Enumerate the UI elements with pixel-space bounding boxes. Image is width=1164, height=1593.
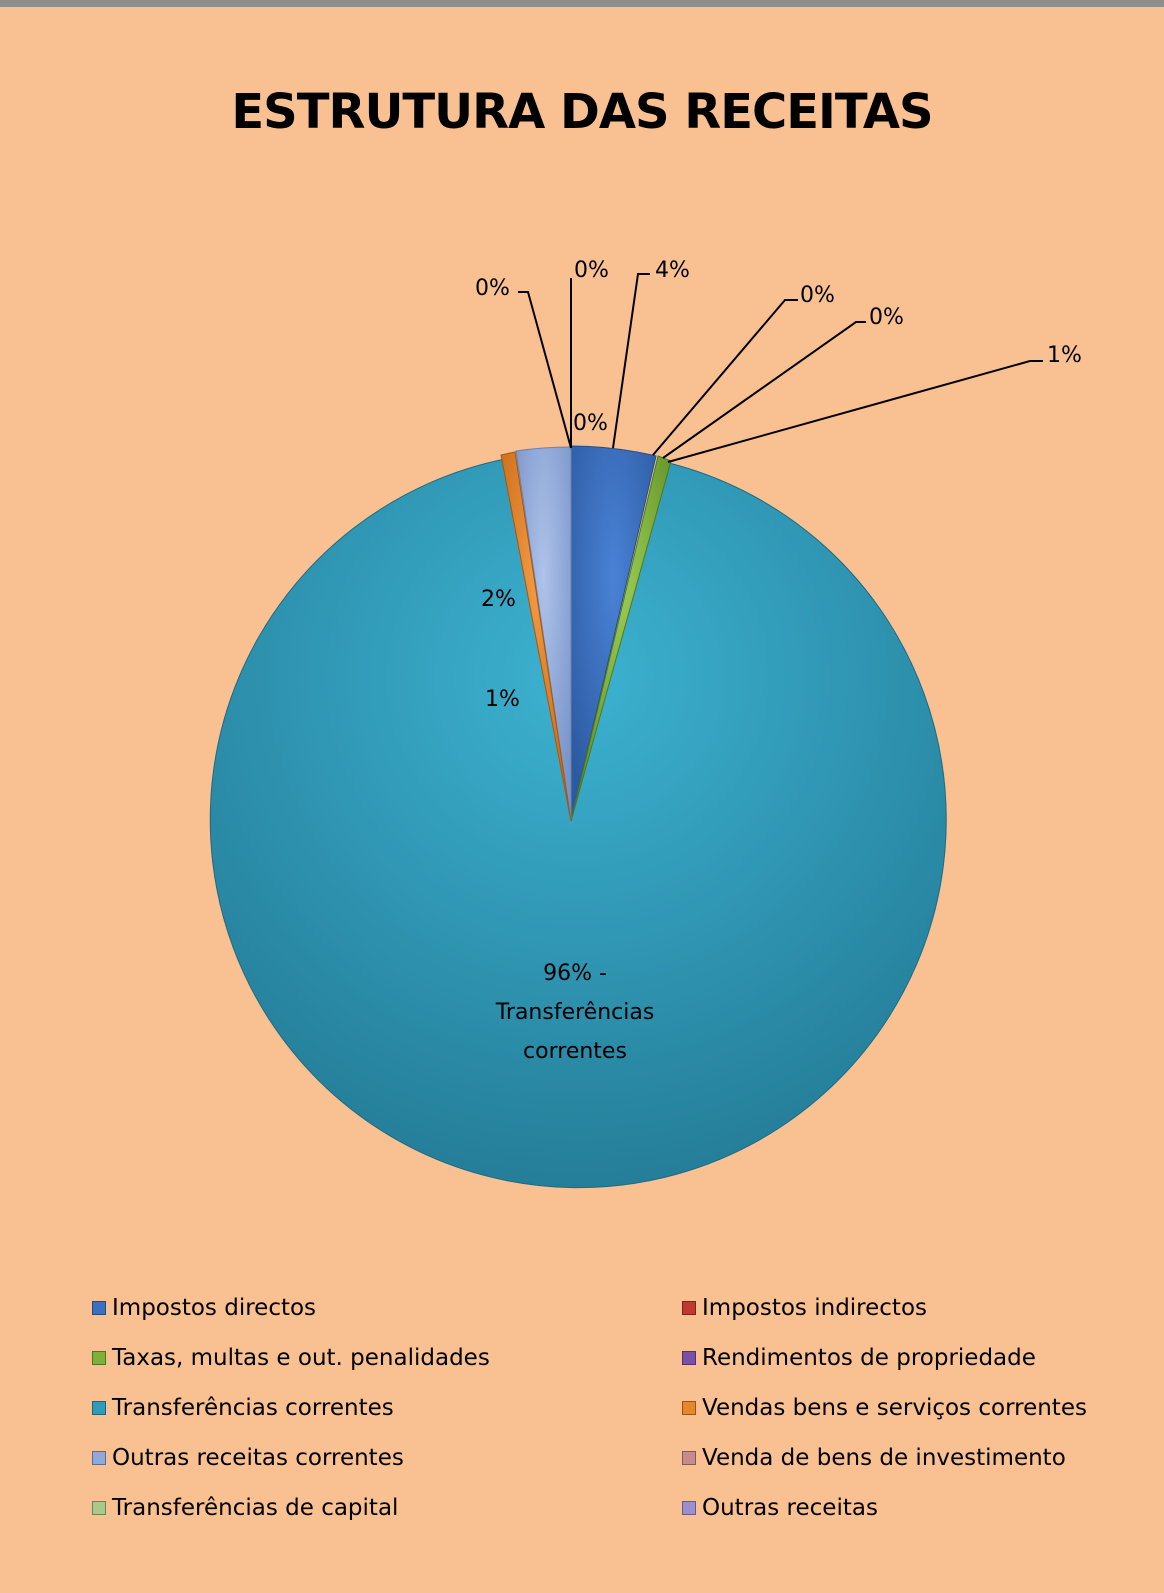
data-label-outras-receitas-correntes: 2% bbox=[481, 587, 516, 612]
data-label-impostos-indirectos: 0% bbox=[800, 283, 835, 308]
legend-label: Outras receitas bbox=[702, 1494, 878, 1521]
data-label-transferencias-correntes-pct: 96% - bbox=[543, 961, 607, 986]
legend-swatch bbox=[92, 1400, 106, 1415]
legend-item: Outras receitas correntes bbox=[92, 1442, 682, 1473]
legend-label: Impostos indirectos bbox=[702, 1294, 928, 1321]
leader-line-0pct-a bbox=[518, 291, 572, 449]
leader-line-1pct bbox=[667, 360, 1043, 463]
legend-label: Venda de bens de investimento bbox=[702, 1444, 1066, 1471]
legend-item: Impostos indirectos bbox=[682, 1292, 1142, 1323]
legend-swatch bbox=[92, 1350, 106, 1365]
legend-item: Impostos directos bbox=[92, 1292, 682, 1323]
legend-swatch bbox=[682, 1450, 696, 1465]
legend-label: Impostos directos bbox=[112, 1294, 317, 1321]
data-label-outras-receitas: 0% bbox=[475, 276, 510, 301]
legend-item: Transferências de capital bbox=[92, 1492, 682, 1523]
data-label-transferencias-capital: 0% bbox=[574, 258, 609, 283]
legend-label: Transferências de capital bbox=[112, 1494, 399, 1521]
legend-swatch bbox=[92, 1300, 106, 1315]
window-top-border bbox=[0, 0, 1164, 7]
data-label-venda-bens-investimento: 0% bbox=[573, 411, 608, 436]
data-label-transferencias-correntes-name1: Transferências bbox=[495, 1000, 655, 1025]
legend-item: Rendimentos de propriedade bbox=[682, 1342, 1142, 1373]
data-label-vendas-bens-servicos: 1% bbox=[485, 687, 520, 712]
legend-label: Taxas, multas e out. penalidades bbox=[112, 1344, 490, 1371]
leader-line-4pct bbox=[612, 273, 650, 449]
slice-vendas-bens-servicos bbox=[500, 451, 572, 822]
data-label-impostos-directos: 4% bbox=[655, 258, 690, 283]
chart-title: ESTRUTURA DAS RECEITAS bbox=[231, 84, 933, 140]
data-label-rendimentos-propriedade: 0% bbox=[869, 305, 904, 330]
legend-label: Outras receitas correntes bbox=[112, 1444, 404, 1471]
legend-swatch bbox=[92, 1500, 106, 1515]
legend-label: Rendimentos de propriedade bbox=[702, 1344, 1036, 1371]
slice-transferencias-correntes bbox=[209, 458, 947, 1189]
legend-label: Transferências correntes bbox=[112, 1394, 394, 1421]
pie-chart: 0% 0% 4% 0% 0% 1% 0% 2% 1% 96% - Transfe… bbox=[209, 258, 1082, 1189]
legend-swatch bbox=[682, 1350, 696, 1365]
legend-swatch bbox=[682, 1300, 696, 1315]
legend-item: Outras receitas bbox=[682, 1492, 1142, 1523]
legend-label: Vendas bens e serviços correntes bbox=[702, 1394, 1087, 1421]
legend-item: Vendas bens e serviços correntes bbox=[682, 1392, 1142, 1423]
legend-item: Transferências correntes bbox=[92, 1392, 682, 1423]
legend-item: Taxas, multas e out. penalidades bbox=[92, 1342, 682, 1373]
leader-line-0pct-d bbox=[662, 321, 866, 459]
legend-swatch bbox=[682, 1400, 696, 1415]
legend-item: Venda de bens de investimento bbox=[682, 1442, 1142, 1473]
chart-legend: Impostos directos Impostos indirectos Ta… bbox=[92, 1292, 1142, 1523]
legend-swatch bbox=[682, 1500, 696, 1515]
data-label-transferencias-correntes-name2: correntes bbox=[523, 1039, 627, 1064]
legend-swatch bbox=[92, 1450, 106, 1465]
leader-line-0pct-c bbox=[652, 299, 798, 456]
data-label-taxas-multas: 1% bbox=[1047, 343, 1082, 368]
